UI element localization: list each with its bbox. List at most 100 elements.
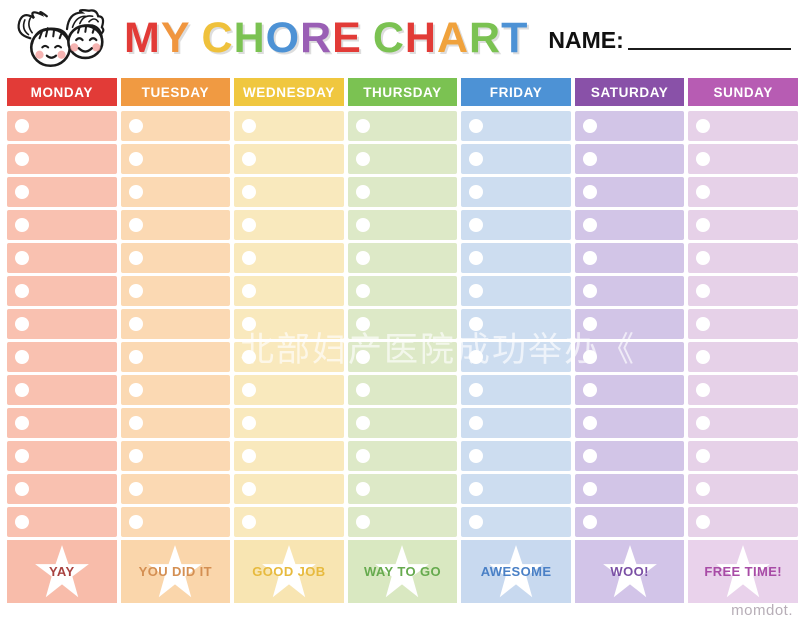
chore-cell-tuesday-row1 — [120, 111, 231, 141]
check-circle — [242, 415, 257, 430]
check-circle — [242, 151, 257, 166]
chore-cell-thursday-row1 — [347, 111, 458, 141]
page-title: MY CHORE CHART — [124, 17, 528, 60]
check-circle — [582, 415, 597, 430]
check-circle — [696, 415, 711, 430]
reward-row: YAY YOU DID IT GOOD JOB WAY TO GO AWESOME WOO… — [7, 540, 798, 603]
chore-cell-monday-row4 — [7, 210, 117, 240]
check-circle — [469, 382, 484, 397]
chore-cell-monday-row10 — [7, 408, 117, 438]
chore-cell-saturday-row2 — [574, 144, 685, 174]
reward-cell-tuesday: YOU DID IT — [120, 540, 231, 603]
chore-cell-wednesday-row1 — [234, 111, 344, 141]
chore-cell-sunday-row1 — [688, 111, 798, 141]
chore-cell-saturday-row9 — [574, 375, 685, 405]
day-header-saturday: SATURDAY — [574, 78, 685, 106]
chore-cell-monday-row12 — [7, 474, 117, 504]
check-circle — [242, 184, 257, 199]
chore-cell-wednesday-row11 — [234, 441, 344, 471]
chore-cell-thursday-row9 — [347, 375, 458, 405]
title-letter: R — [300, 14, 333, 62]
chore-cell-thursday-row6 — [347, 276, 458, 306]
chore-cell-wednesday-row5 — [234, 243, 344, 273]
chore-cell-saturday-row3 — [574, 177, 685, 207]
check-circle — [242, 481, 257, 496]
check-circle — [355, 250, 370, 265]
brand-logo: momdot. — [731, 602, 793, 619]
chore-cell-saturday-row5 — [574, 243, 685, 273]
check-circle — [15, 118, 29, 133]
chore-cell-monday-row9 — [7, 375, 117, 405]
check-circle — [355, 448, 370, 463]
check-circle — [582, 283, 597, 298]
chore-cell-saturday-row7 — [574, 309, 685, 339]
chore-cell-sunday-row10 — [688, 408, 798, 438]
chore-cell-thursday-row8 — [347, 342, 458, 372]
day-header-tuesday: TUESDAY — [120, 78, 231, 106]
check-circle — [469, 349, 484, 364]
chore-cell-saturday-row10 — [574, 408, 685, 438]
check-circle — [15, 481, 29, 496]
chore-cell-saturday-row13 — [574, 507, 685, 537]
chore-cell-friday-row11 — [461, 441, 571, 471]
chore-cell-monday-row13 — [7, 507, 117, 537]
chore-cell-wednesday-row7 — [234, 309, 344, 339]
check-circle — [15, 151, 29, 166]
check-circle — [242, 217, 257, 232]
check-circle — [696, 151, 711, 166]
chore-cell-thursday-row13 — [347, 507, 458, 537]
chore-cell-friday-row3 — [461, 177, 571, 207]
check-circle — [128, 250, 143, 265]
chore-cell-tuesday-row13 — [120, 507, 231, 537]
check-circle — [15, 382, 29, 397]
check-circle — [242, 349, 257, 364]
check-circle — [582, 514, 597, 529]
chore-cell-thursday-row11 — [347, 441, 458, 471]
check-circle — [242, 250, 257, 265]
chore-cell-monday-row5 — [7, 243, 117, 273]
chore-cell-friday-row4 — [461, 210, 571, 240]
chore-cell-monday-row7 — [7, 309, 117, 339]
chore-cell-sunday-row4 — [688, 210, 798, 240]
chore-cell-tuesday-row8 — [120, 342, 231, 372]
check-circle — [582, 448, 597, 463]
chore-cell-wednesday-row13 — [234, 507, 344, 537]
chore-cell-wednesday-row2 — [234, 144, 344, 174]
star-icon — [602, 544, 657, 597]
name-blank-line — [627, 30, 791, 50]
reward-label: YAY — [49, 564, 75, 579]
reward-label: FREE TIME! — [704, 564, 783, 579]
reward-cell-friday: AWESOME — [461, 540, 571, 603]
chore-cell-saturday-row1 — [574, 111, 685, 141]
name-field: NAME: — [548, 29, 793, 52]
chore-chart: MONDAY TUESDAY WEDNESDAY THURSDAY FRIDAY SATU… — [7, 78, 798, 603]
check-circle — [469, 151, 484, 166]
reward-cell-wednesday: GOOD JOB — [234, 540, 344, 603]
chore-cell-sunday-row11 — [688, 441, 798, 471]
chore-cell-tuesday-row10 — [120, 408, 231, 438]
check-circle — [128, 415, 143, 430]
check-circle — [128, 349, 143, 364]
check-circle — [696, 481, 711, 496]
check-circle — [128, 217, 143, 232]
chore-cell-monday-row2 — [7, 144, 117, 174]
chore-cell-tuesday-row11 — [120, 441, 231, 471]
title-letter: E — [332, 14, 362, 62]
chore-cell-wednesday-row3 — [234, 177, 344, 207]
check-circle — [242, 283, 257, 298]
kids-illustration — [12, 7, 122, 75]
check-circle — [128, 382, 143, 397]
chore-cell-sunday-row12 — [688, 474, 798, 504]
chore-cell-thursday-row12 — [347, 474, 458, 504]
check-circle — [128, 118, 143, 133]
reward-label: WOO! — [610, 564, 649, 579]
check-circle — [582, 481, 597, 496]
check-circle — [128, 316, 143, 331]
check-circle — [15, 349, 29, 364]
check-circle — [128, 283, 143, 298]
title-letter: Y — [160, 14, 191, 62]
chore-cell-friday-row2 — [461, 144, 571, 174]
name-label: NAME: — [548, 27, 624, 53]
check-circle — [15, 415, 29, 430]
check-circle — [469, 481, 484, 496]
